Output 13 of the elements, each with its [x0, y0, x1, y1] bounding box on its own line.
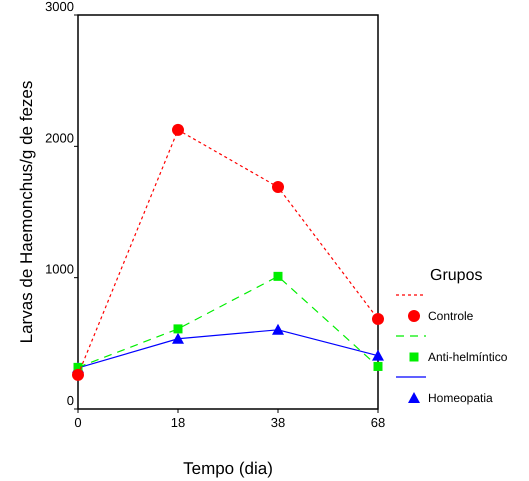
legend-label: Anti-helmíntico	[428, 350, 508, 364]
legend-label: Homeopatia	[428, 391, 494, 405]
x-axis-title: Tempo (dia)	[183, 459, 273, 478]
y-tick-label: 1000	[45, 262, 74, 277]
y-tick-label: 3000	[45, 0, 74, 14]
x-tick-label: 18	[170, 415, 186, 430]
legend-label: Controle	[428, 309, 474, 323]
y-tick-label: 2000	[45, 130, 74, 146]
y-tick-label: 0	[66, 393, 74, 408]
y-axis-title: Larvas de Haemonchus/g de fezes	[17, 80, 36, 344]
legend-title: Grupos	[430, 267, 482, 284]
x-tick-label: 38	[270, 415, 286, 430]
x-tick-label: 68	[370, 415, 386, 430]
